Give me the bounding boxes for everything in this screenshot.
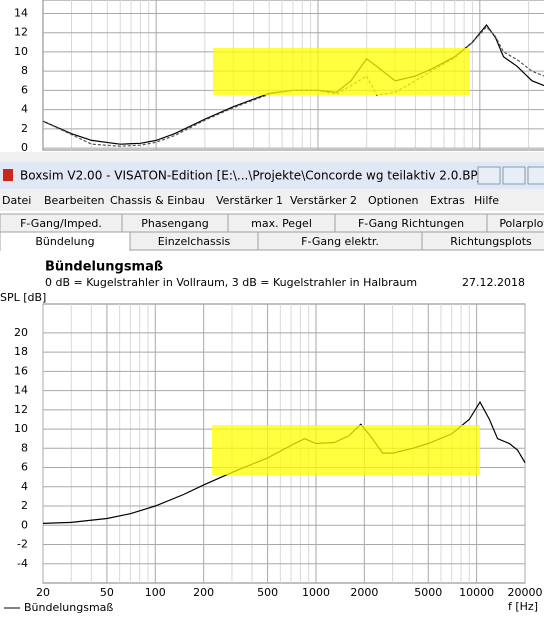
highlight <box>213 48 470 95</box>
y-tick-label: 10 <box>14 422 28 435</box>
x-axis-label: f [Hz] <box>508 600 538 613</box>
x-tick-label: 500 <box>257 586 278 599</box>
x-tick-label: 20 <box>36 586 50 599</box>
menu-item[interactable]: Extras <box>430 194 465 207</box>
y-axis-label: SPL [dB] <box>0 291 46 304</box>
y-tick-label: 12 <box>14 403 28 416</box>
tab[interactable] <box>421 231 544 251</box>
y-tick-label: 0 <box>21 518 28 531</box>
frame-strip <box>0 152 544 162</box>
tab-label[interactable]: Richtungsplots <box>450 235 532 248</box>
y-tick-label: -2 <box>17 538 28 551</box>
x-tick-label: 100 <box>145 586 166 599</box>
maximize-button[interactable] <box>502 166 526 185</box>
menu-bar <box>0 189 544 211</box>
y-tick-label: 18 <box>14 345 28 358</box>
menu-item[interactable]: Datei <box>2 194 31 207</box>
y-tick-label: 4 <box>21 480 28 493</box>
y-tick-label: 2 <box>21 122 28 135</box>
title-bar <box>0 162 544 189</box>
window-title: Boxsim V2.00 - VISATON-Edition [E:\...\P… <box>20 169 486 183</box>
tab-label[interactable]: max. Pegel <box>251 217 312 230</box>
tab-label[interactable]: Polarplot <box>499 217 544 230</box>
y-tick-label: 4 <box>21 103 28 116</box>
y-tick-label: 10 <box>14 45 28 58</box>
x-tick-label: 20000 <box>508 586 543 599</box>
tab-label[interactable]: Einzelchassis <box>158 235 231 248</box>
x-tick-label: 1000 <box>302 586 330 599</box>
chart-subtitle: 0 dB = Kugelstrahler in Vollraum, 3 dB =… <box>45 276 417 289</box>
menu-item[interactable]: Verstärker 1 <box>216 194 283 207</box>
y-tick-label: 0 <box>21 141 28 154</box>
x-tick-label: 2000 <box>350 586 378 599</box>
close-button[interactable] <box>527 166 544 185</box>
y-tick-label: 2 <box>21 499 28 512</box>
x-tick-label: 50 <box>100 586 114 599</box>
y-tick-label: 6 <box>21 461 28 474</box>
menu-item[interactable]: Hilfe <box>474 194 499 207</box>
y-tick-label: 20 <box>14 326 28 339</box>
menu-item[interactable]: Optionen <box>368 194 418 207</box>
minimize-button[interactable] <box>477 166 501 185</box>
y-tick-label: 14 <box>14 384 28 397</box>
legend-label: Bündelungsmaß <box>24 601 113 614</box>
x-tick-label: 200 <box>193 586 214 599</box>
chart-date: 27.12.2018 <box>462 276 525 289</box>
y-tick-label: 12 <box>14 26 28 39</box>
menu-item[interactable]: Verstärker 2 <box>290 194 357 207</box>
tab-label[interactable]: F-Gang Richtungen <box>358 217 464 230</box>
x-tick-label: 5000 <box>414 586 442 599</box>
x-tick-label: 10000 <box>459 586 494 599</box>
y-tick-label: -4 <box>17 557 28 570</box>
menu: Datei Bearbeiten Chassis & Einbau Verstärke… <box>2 194 499 207</box>
y-tick-label: 8 <box>21 441 28 454</box>
highlight <box>212 425 480 475</box>
tab-label[interactable]: Phasengang <box>141 217 209 230</box>
app-icon <box>3 169 13 181</box>
y-tick-label: 16 <box>14 364 28 377</box>
menu-item[interactable]: Bearbeiten <box>44 194 104 207</box>
y-tick-label: 14 <box>14 6 28 19</box>
y-tick-label: 6 <box>21 83 28 96</box>
tab-label[interactable]: F-Gang/Imped. <box>20 217 102 230</box>
menu-item[interactable]: Chassis & Einbau <box>110 194 205 207</box>
chart-title: Bündelungsmaß <box>45 260 163 275</box>
y-tick-label: 8 <box>21 64 28 77</box>
tab-label[interactable]: F-Gang elektr. <box>301 235 379 248</box>
tab-label[interactable]: Bündelung <box>35 235 94 248</box>
